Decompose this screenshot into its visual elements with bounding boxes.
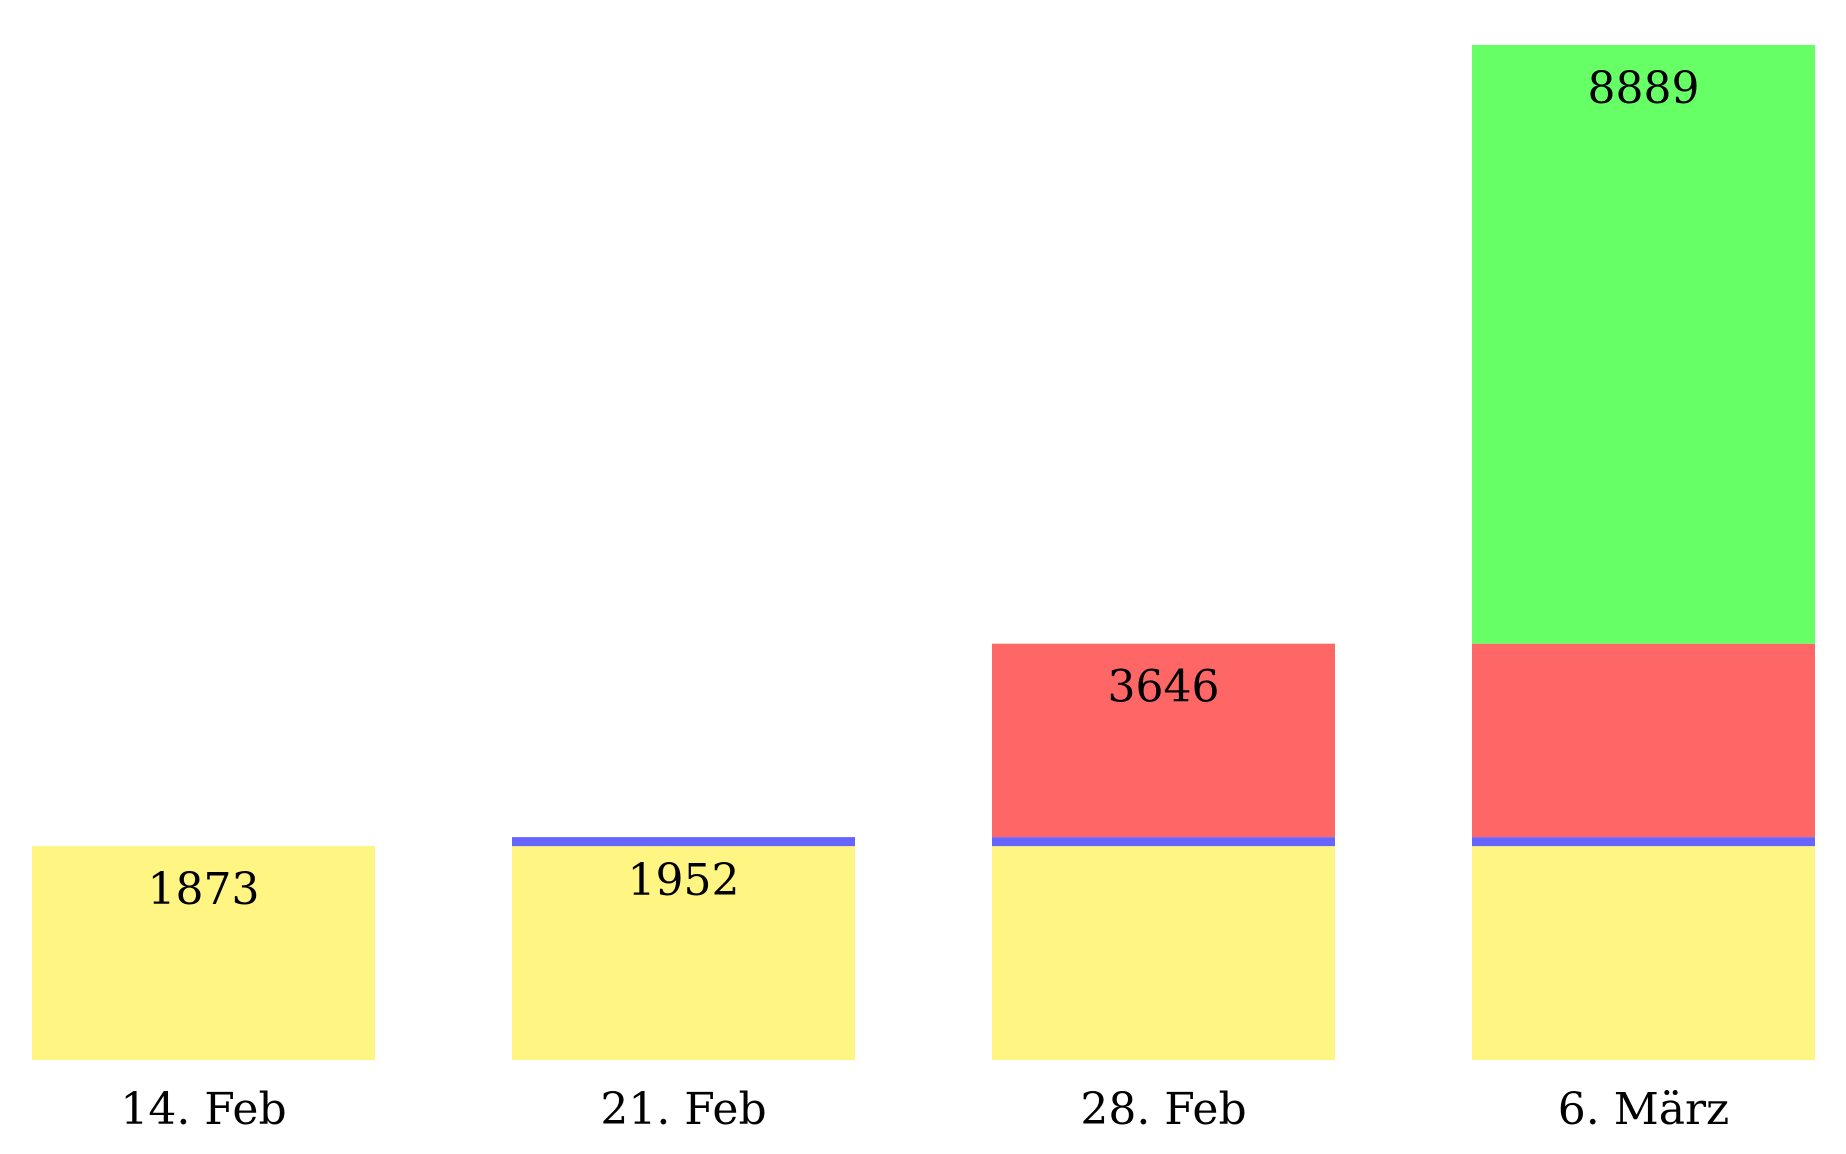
bar-segment-21-feb-1 — [512, 837, 855, 847]
bar-segment-21-feb-0 — [512, 846, 855, 1060]
bar-segment-6-m-rz-1 — [1472, 837, 1815, 847]
data-label-6-m-rz: 8889 — [1588, 63, 1700, 114]
bar-segment-6-m-rz-2 — [1472, 643, 1815, 838]
data-label-14-feb: 1873 — [148, 864, 260, 915]
data-labels-group: 1873 1952 3646 8889 — [148, 63, 1700, 915]
bar-segment-28-feb-2 — [992, 643, 1335, 838]
x-tick-label-21-feb: 21. Feb — [600, 1084, 766, 1135]
bar-segment-28-feb-1 — [992, 837, 1335, 847]
data-label-21-feb: 1952 — [628, 855, 740, 906]
x-tick-label-28-feb: 28. Feb — [1080, 1084, 1246, 1135]
bar-segment-6-m-rz-3 — [1472, 45, 1815, 644]
bar-segment-28-feb-0 — [992, 846, 1335, 1060]
data-label-28-feb: 3646 — [1108, 662, 1220, 713]
x-tick-labels-group: 14. Feb 21. Feb 28. Feb 6. März — [120, 1084, 1729, 1135]
x-tick-label-6-m-rz: 6. März — [1558, 1084, 1729, 1135]
bar-segment-14-feb-0 — [32, 846, 375, 1060]
x-tick-label-14-feb: 14. Feb — [120, 1084, 286, 1135]
bars-group — [32, 45, 1815, 1060]
bar-segment-6-m-rz-0 — [1472, 846, 1815, 1060]
